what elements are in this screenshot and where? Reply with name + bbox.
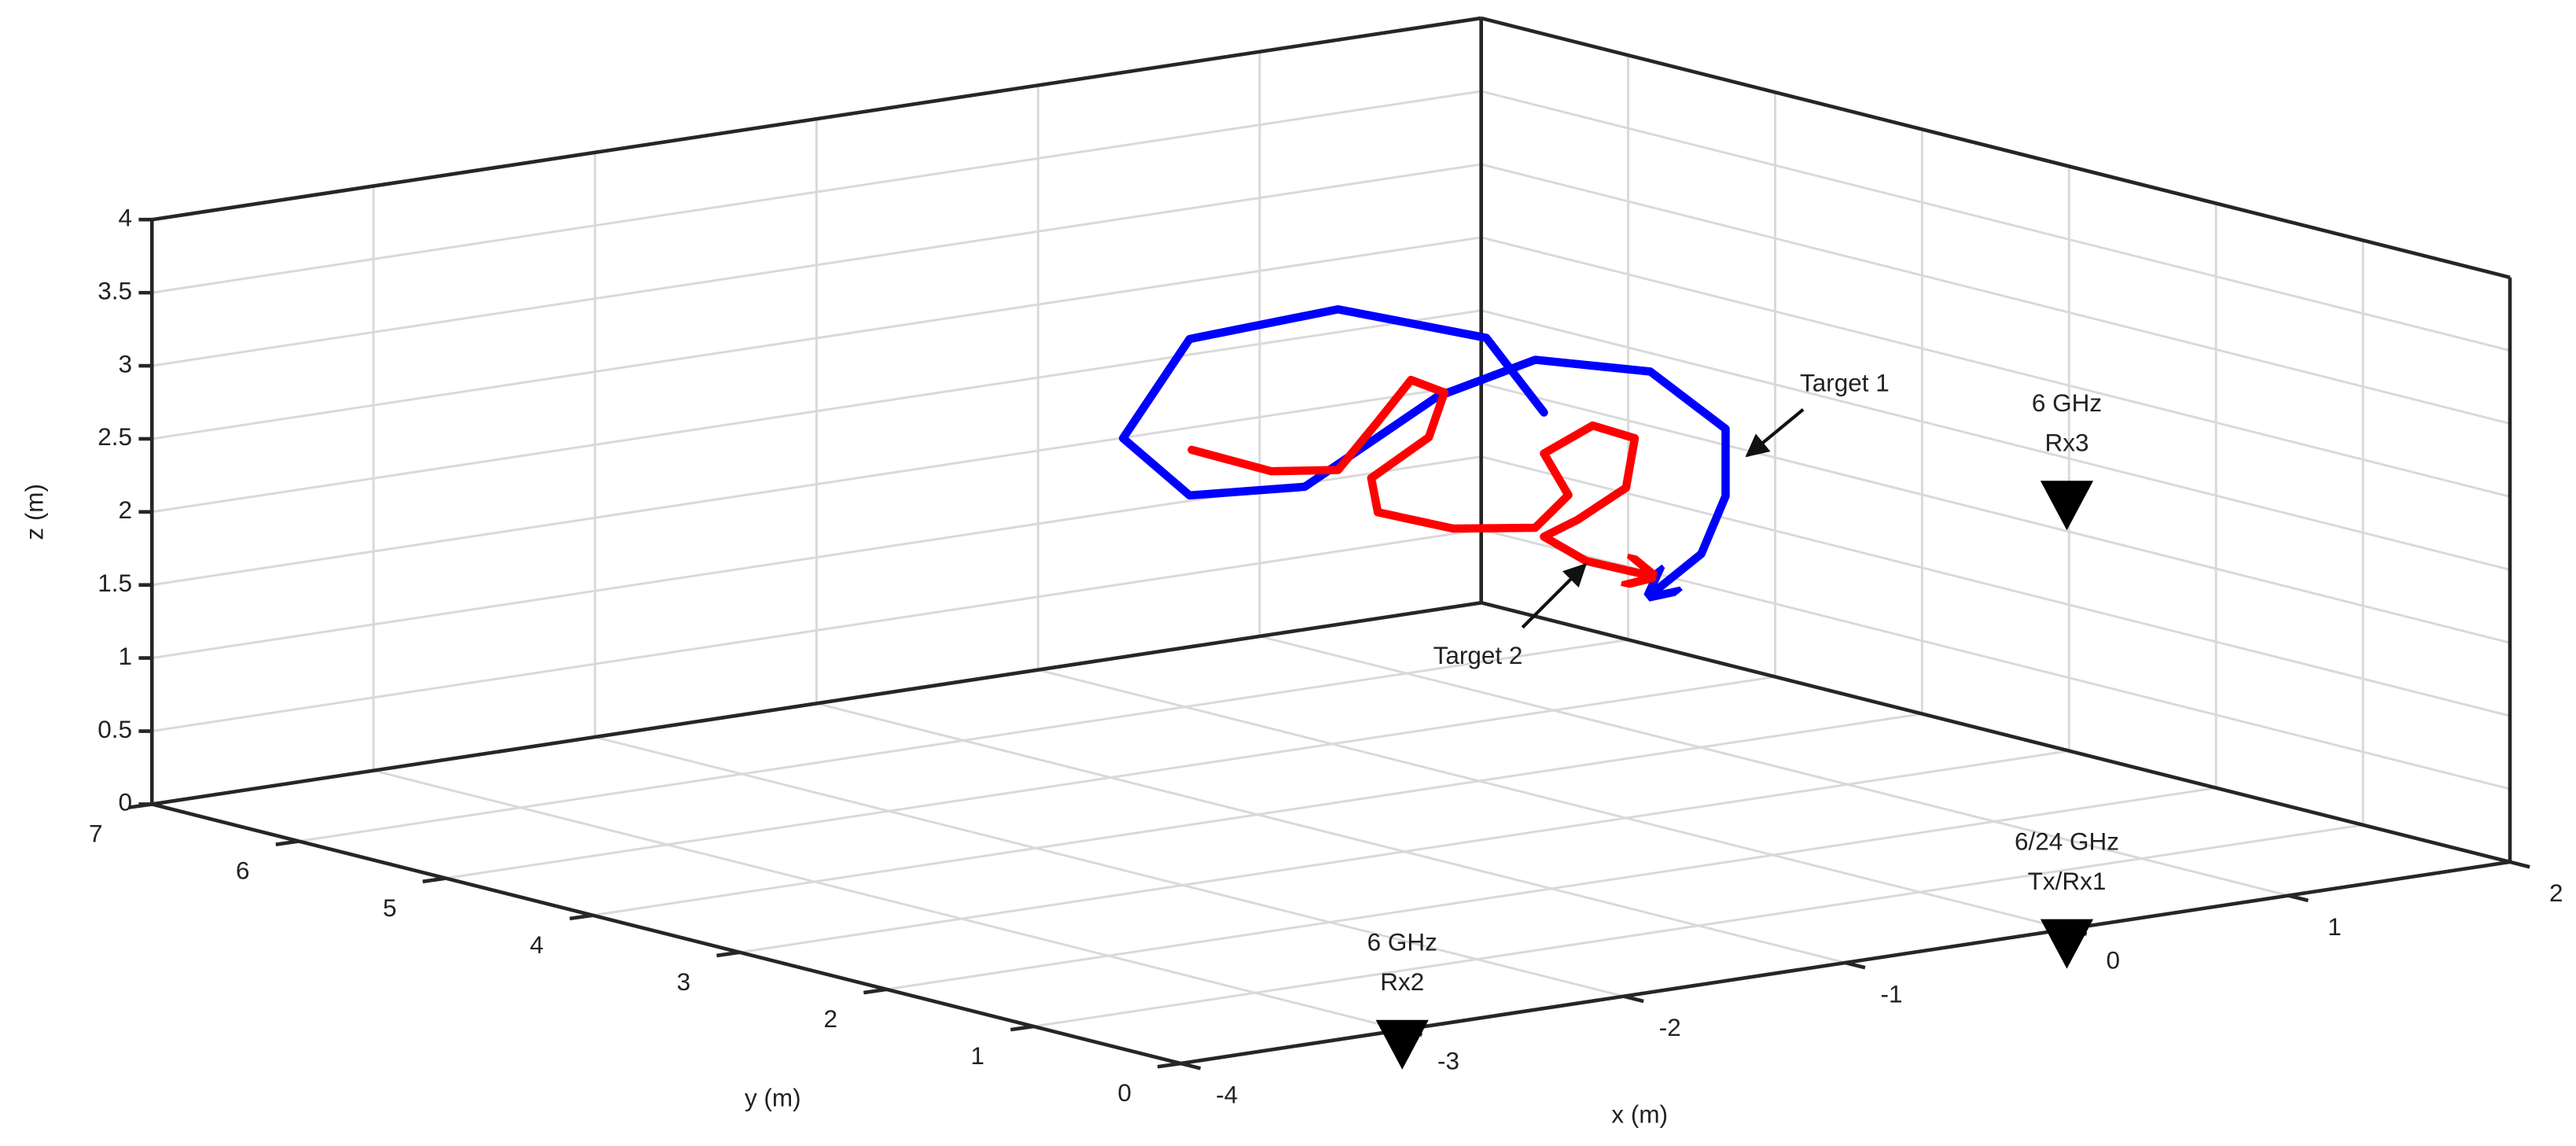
axis-edge	[151, 802, 1182, 1066]
grid-line	[1481, 455, 2511, 717]
axis-edge	[1481, 601, 2511, 864]
y-tick	[716, 950, 741, 958]
y-tick	[1157, 1061, 1181, 1069]
y-tick	[128, 802, 153, 809]
trajectory	[1118, 304, 1730, 589]
y-tick	[422, 876, 447, 884]
grid-line	[298, 638, 1628, 842]
x-tick	[2287, 894, 2309, 903]
grid-line	[594, 735, 1625, 998]
x-tick-label: 0	[2107, 946, 2121, 975]
grid-line	[151, 90, 1481, 294]
grid-line	[151, 382, 1481, 587]
sensor-band: 6 GHz	[2032, 389, 2102, 417]
z-tick-label: 1	[118, 642, 132, 670]
grid-line	[816, 702, 1846, 964]
y-tick-label: 2	[824, 1004, 838, 1033]
grid-line	[151, 163, 1481, 367]
axis-edge	[151, 16, 1482, 222]
z-tick-label: 4	[118, 204, 132, 232]
sensor-marker	[1375, 1019, 1429, 1070]
x-axis-label: x (m)	[1611, 1100, 1668, 1129]
y-axis-label: y (m)	[745, 1084, 801, 1112]
trajectory	[1187, 375, 1644, 574]
y-tick-label: 1	[970, 1041, 984, 1070]
data-layer: 6/24 GHz Tx/Rx1 6 GHz Rx2 6 GHz Rx3	[1118, 304, 2119, 1070]
y-tick-label: 5	[383, 894, 397, 922]
y-tick-label: 3	[677, 967, 691, 996]
annotation-arrow	[1745, 408, 1805, 458]
grid-line	[1033, 824, 2364, 1028]
z-tick-label: 2.5	[98, 422, 132, 451]
x-tick	[1845, 960, 1866, 970]
grid-line	[886, 787, 2217, 991]
annotation: Target 1	[1800, 368, 1890, 396]
sensor-marker	[2040, 481, 2094, 531]
grid-line	[1259, 635, 2289, 897]
z-tick-label: 0.5	[98, 715, 132, 743]
x-tick-label: -3	[1437, 1047, 1459, 1075]
grid-line	[1481, 309, 2511, 571]
y-tick-label: 6	[236, 857, 250, 885]
x-tick	[2509, 860, 2530, 869]
y-tick	[569, 913, 594, 921]
axis-edge	[1481, 16, 2511, 279]
y-tick	[863, 987, 888, 995]
sensor-band: 6 GHz	[1367, 927, 1437, 956]
x-tick	[1623, 994, 1644, 1004]
x-tick-label: 2	[2549, 879, 2563, 907]
z-tick-label: 1.5	[98, 569, 132, 597]
x-tick-label: -2	[1659, 1013, 1681, 1041]
sensor-band: 6/24 GHz	[2015, 827, 2119, 855]
grid-line	[151, 236, 1481, 440]
y-tick-label: 7	[89, 820, 103, 848]
y-tick-label: 0	[1117, 1078, 1132, 1107]
z-tick-label: 3	[118, 349, 132, 378]
x-tick-label: -4	[1216, 1080, 1238, 1108]
z-tick-label: 0	[118, 788, 132, 816]
grid-line	[592, 713, 1923, 917]
grid-line	[151, 309, 1481, 514]
y-tick	[1010, 1024, 1034, 1032]
x-tick	[1179, 1061, 1202, 1070]
grid-layer	[150, 17, 2512, 1065]
grid-line	[1481, 382, 2511, 644]
grid-line	[373, 769, 1403, 1031]
sensor-name: Rx3	[2044, 428, 2088, 456]
annotation-arrow	[1521, 562, 1588, 629]
sensor-name: Rx2	[1380, 967, 1424, 996]
z-tick-label: 2	[118, 496, 132, 524]
z-axis-label: z (m)	[20, 484, 49, 540]
x-tick-label: -1	[1881, 979, 1903, 1008]
y-tick	[275, 839, 300, 846]
axis-edge	[151, 601, 1482, 806]
sensor-marker	[2040, 919, 2094, 969]
x-tick-label: 1	[2328, 912, 2342, 941]
y-tick-label: 4	[530, 930, 544, 959]
grid-line	[1481, 163, 2511, 425]
grid-line	[1481, 236, 2511, 498]
annotation: Target 2	[1433, 641, 1523, 669]
grid-line	[151, 528, 1481, 732]
sensor-name: Tx/Rx1	[2028, 867, 2107, 895]
z-tick-label: 3.5	[98, 276, 132, 304]
grid-line	[445, 676, 1776, 880]
edge-layer	[128, 16, 2530, 1070]
grid-line	[1481, 90, 2511, 352]
grid-line	[739, 750, 2070, 954]
grid-line	[1037, 669, 2067, 930]
